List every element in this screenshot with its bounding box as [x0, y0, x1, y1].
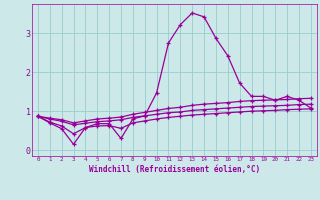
X-axis label: Windchill (Refroidissement éolien,°C): Windchill (Refroidissement éolien,°C) [89, 165, 260, 174]
